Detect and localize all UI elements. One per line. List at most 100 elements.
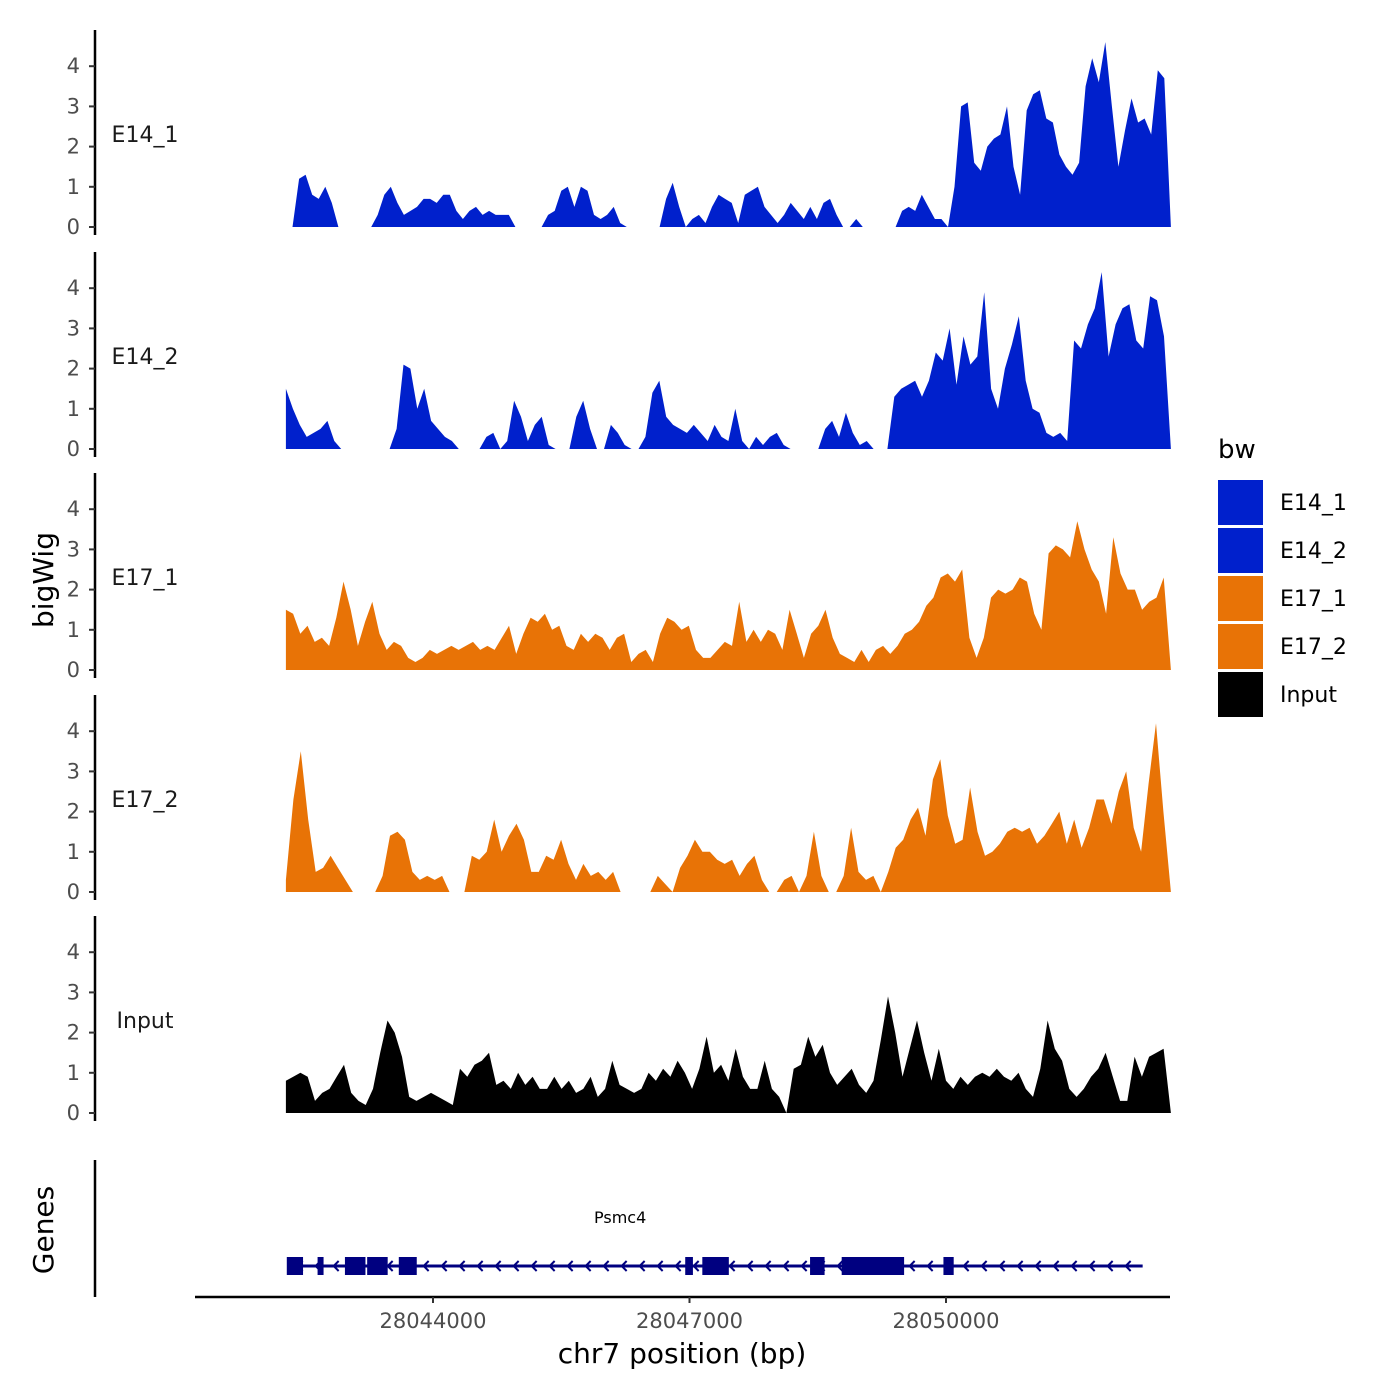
gene-exon [685,1257,693,1275]
track-label: E14_2 [112,345,179,370]
strand-arrow [998,1260,1006,1272]
strand-arrow [494,1260,502,1272]
legend-label: Input [1280,683,1337,708]
y-tick-label: 4 [67,940,80,964]
legend-key-E14_1 [1218,480,1263,525]
strand-arrow [548,1260,556,1272]
strand-arrow [476,1260,484,1272]
gene-exon [841,1257,905,1275]
y-tick-label: 0 [67,658,80,682]
legend-key-E14_2 [1218,528,1263,573]
strand-arrow [656,1260,664,1272]
strand-arrow [440,1260,448,1272]
signal-area-E14_2 [285,272,1171,449]
gene-exon [286,1257,304,1275]
strand-arrow [674,1260,682,1272]
strand-arrow [926,1260,934,1272]
track-panel-E17_2: 0 1 2 3 4 E17_2 [67,695,1171,904]
gene-exon [317,1257,324,1275]
strand-arrow [1070,1260,1078,1272]
y-tick-label: 1 [67,840,80,864]
legend-title: bw [1218,435,1256,465]
y-tick-label: 2 [67,1021,80,1045]
x-axis: 28044000 28047000 28050000 [195,1295,1170,1333]
track-panel-E17_1: 0 1 2 3 4 E17_1 [67,473,1171,682]
signal-area-E17_1 [285,521,1171,670]
y-tick-label: 4 [67,719,80,743]
y-axis-title: bigWig [27,532,60,628]
y-tick-label: 1 [67,1061,80,1085]
track-label: E14_1 [112,123,179,148]
y-tick-label: 1 [67,397,80,421]
y-tick-label: 3 [67,759,80,783]
gene-exon [810,1257,825,1275]
signal-area-E14_1 [285,42,1171,227]
y-tick-label: 2 [67,357,80,381]
strand-arrow [728,1260,736,1272]
strand-arrow [530,1260,538,1272]
gene-exon [943,1257,954,1275]
gene-exon [367,1257,388,1275]
y-tick-label: 4 [67,276,80,300]
x-tick-label: 28047000 [636,1309,743,1333]
strand-arrow [1052,1260,1060,1272]
y-tick-label: 3 [67,980,80,1004]
x-axis-title: chr7 position (bp) [558,1337,807,1370]
x-tick-label: 28044000 [380,1309,487,1333]
y-tick-label: 1 [67,175,80,199]
gene-exon [398,1257,417,1275]
legend-key-E17_2 [1218,624,1263,669]
y-tick-label: 0 [67,437,80,461]
gene-label: Psmc4 [594,1208,646,1227]
strand-arrow [422,1260,430,1272]
y-tick-label: 4 [67,54,80,78]
strand-arrow [332,1260,340,1272]
strand-arrow [1034,1260,1042,1272]
strand-arrow [1124,1260,1132,1272]
strand-arrow [1088,1260,1096,1272]
y-tick-label: 3 [67,94,80,118]
legend-label: E14_2 [1280,539,1347,564]
track-label: E17_1 [112,566,179,591]
y-tick-label: 3 [67,537,80,561]
track-panel-Input: 0 1 2 3 4 Input [67,916,1171,1125]
legend-label: E14_1 [1280,491,1347,516]
legend: E14_1 E14_2 E17_1 E17_2 Input [1218,480,1347,717]
track-label: Input [117,1009,174,1034]
strand-arrow [692,1260,700,1272]
track-label: E17_2 [112,788,179,813]
gene-exon [702,1257,729,1275]
legend-key-Input [1218,672,1263,717]
y-tick-label: 0 [67,1101,80,1125]
gene-track: Psmc4 [93,1160,1143,1297]
y-tick-label: 2 [67,578,80,602]
track-panel-E14_2: 0 1 2 3 4 E14_2 [67,252,1171,461]
strand-arrow [512,1260,520,1272]
strand-arrow [602,1260,610,1272]
strand-arrow [782,1260,790,1272]
strand-arrow [584,1260,592,1272]
legend-label: E17_2 [1280,635,1347,660]
strand-arrow [908,1260,916,1272]
y-tick-label: 3 [67,316,80,340]
y-tick-label: 2 [67,135,80,159]
strand-arrow [1016,1260,1024,1272]
genes-axis-title: Genes [27,1186,60,1274]
strand-arrow [764,1260,772,1272]
strand-arrow [836,1260,844,1272]
signal-area-Input [285,996,1171,1113]
strand-arrow [638,1260,646,1272]
x-tick-label: 28050000 [893,1309,1000,1333]
legend-key-E17_1 [1218,576,1263,621]
legend-label: E17_1 [1280,587,1347,612]
y-tick-label: 0 [67,215,80,239]
strand-arrow [566,1260,574,1272]
strand-arrow [458,1260,466,1272]
strand-arrow [962,1260,970,1272]
strand-arrow [800,1260,808,1272]
strand-arrow [746,1260,754,1272]
y-tick-label: 2 [67,800,80,824]
strand-arrow [620,1260,628,1272]
signal-area-E17_2 [285,723,1171,892]
